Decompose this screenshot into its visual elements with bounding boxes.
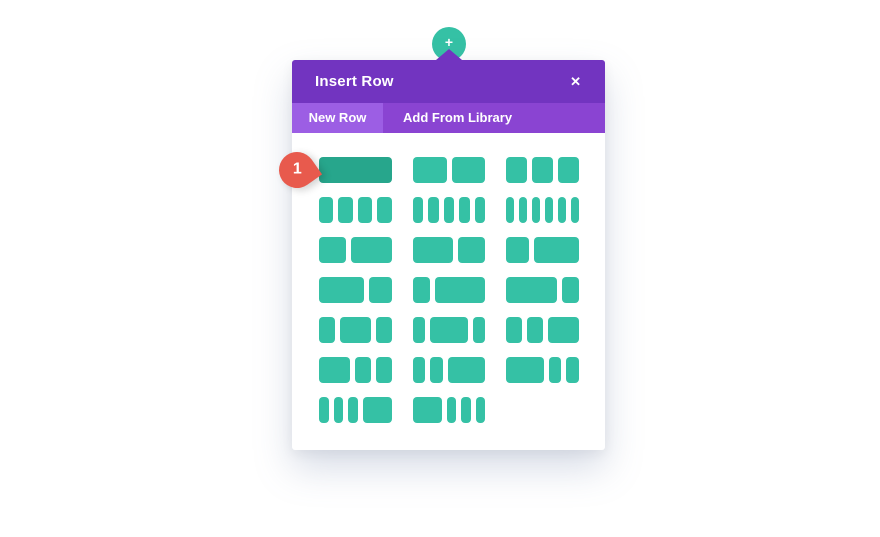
row-layout-option-1-2-1-2[interactable] <box>412 157 486 183</box>
column-block <box>506 237 529 263</box>
column-block <box>447 357 486 383</box>
column-block <box>558 157 579 183</box>
insert-row-modal: Insert Row ✕ New Row Add From Library <box>292 49 605 450</box>
modal-header: Insert Row ✕ <box>292 60 605 103</box>
column-block <box>506 157 528 183</box>
column-block <box>357 197 373 223</box>
column-block <box>434 277 486 303</box>
column-block <box>362 397 392 423</box>
row-layout-option-1-2-1-4-1-4[interactable] <box>319 357 392 383</box>
annotation-marker-label: 1 <box>292 161 302 178</box>
modal-title: Insert Row <box>315 73 394 90</box>
column-block <box>430 357 443 383</box>
row-layout-option-2-5-3-5[interactable] <box>319 237 392 263</box>
column-block <box>319 357 351 383</box>
close-icon[interactable]: ✕ <box>570 74 581 89</box>
plus-icon: + <box>444 34 454 50</box>
column-block <box>461 397 471 423</box>
tab-add-from-library[interactable]: Add From Library <box>403 110 513 125</box>
column-block <box>355 357 371 383</box>
column-block <box>412 197 424 223</box>
column-block <box>506 357 544 383</box>
column-block <box>548 357 562 383</box>
column-block <box>333 397 344 423</box>
column-block <box>458 237 486 263</box>
column-block <box>446 397 457 423</box>
column-block <box>339 317 371 343</box>
column-block <box>451 157 486 183</box>
column-block <box>319 277 365 303</box>
column-block <box>348 397 358 423</box>
row-layout-option-1-4-1-2-1-4[interactable] <box>319 317 392 343</box>
column-block <box>319 397 329 423</box>
column-block <box>558 197 567 223</box>
column-block <box>412 317 426 343</box>
column-block <box>319 157 392 183</box>
column-block <box>319 317 335 343</box>
column-block <box>351 237 392 263</box>
column-block <box>527 317 543 343</box>
column-block <box>571 197 579 223</box>
column-block <box>532 197 541 223</box>
column-block <box>369 277 392 303</box>
column-block <box>566 357 579 383</box>
column-block <box>519 197 528 223</box>
column-block <box>412 357 426 383</box>
column-block <box>506 277 558 303</box>
column-block <box>319 237 347 263</box>
row-layout-option-1-3-1-3-1-3[interactable] <box>506 157 579 183</box>
modal-tabbar: New Row Add From Library <box>292 103 605 133</box>
row-layout-option-1-6-1-6-1-6-1-6-1-6-1-6[interactable] <box>506 197 579 223</box>
row-layout-option-3-5-1-5-1-5[interactable] <box>506 357 579 383</box>
column-block <box>412 397 442 423</box>
row-layout-option-1-5-3-5-1-5[interactable] <box>412 317 486 343</box>
column-block <box>377 197 392 223</box>
row-layout-option-3-5-2-5[interactable] <box>412 237 486 263</box>
row-layouts-grid <box>292 133 605 450</box>
column-block <box>412 237 454 263</box>
column-block <box>472 317 486 343</box>
row-layout-option-1-4-1-4-1-2[interactable] <box>506 317 579 343</box>
row-layout-option-1-3-2-3[interactable] <box>506 237 579 263</box>
column-block <box>319 197 334 223</box>
column-block <box>428 197 439 223</box>
row-layout-option-1-4-3-4[interactable] <box>412 277 486 303</box>
row-layout-option-1-6-1-6-1-6-1-2[interactable] <box>319 397 392 423</box>
column-block <box>412 157 447 183</box>
row-layout-option-1-5-1-5-1-5-1-5-1-5[interactable] <box>412 197 486 223</box>
column-block <box>430 317 468 343</box>
row-layout-option-1-4-1-4-1-4-1-4[interactable] <box>319 197 392 223</box>
row-layout-option-3-4-1-4[interactable] <box>506 277 579 303</box>
column-block <box>562 277 579 303</box>
row-layout-option-1-2-1-6-1-6-1-6[interactable] <box>412 397 486 423</box>
row-layout-option-1-5-1-5-3-5[interactable] <box>412 357 486 383</box>
column-block <box>506 317 522 343</box>
column-block <box>338 197 353 223</box>
column-block <box>474 197 486 223</box>
column-block <box>443 197 455 223</box>
tab-new-row[interactable]: New Row <box>292 103 383 133</box>
column-block <box>547 317 579 343</box>
column-block <box>376 357 392 383</box>
column-block <box>475 397 486 423</box>
column-block <box>412 277 430 303</box>
column-block <box>459 197 470 223</box>
row-layout-option-1[interactable] <box>319 157 392 183</box>
column-block <box>506 197 515 223</box>
row-layout-option-2-3-1-3[interactable] <box>319 277 392 303</box>
column-block <box>532 157 554 183</box>
column-block <box>533 237 579 263</box>
column-block <box>545 197 554 223</box>
column-block <box>376 317 392 343</box>
